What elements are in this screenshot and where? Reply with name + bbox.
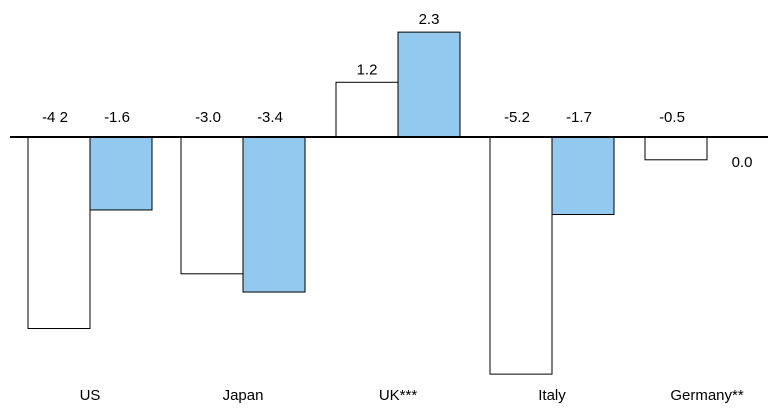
- bar-japan-series-2: [242, 136, 306, 293]
- bar-uk-series-1: [335, 81, 399, 138]
- bar-us-series-2: [89, 136, 153, 211]
- category-label-japan: Japan: [223, 387, 264, 404]
- value-label-us-series-1: -4 2: [42, 109, 68, 126]
- category-label-uk: UK***: [379, 387, 418, 404]
- bar-us-series-1: [27, 136, 91, 330]
- value-label-us-series-2: -1.6: [104, 109, 130, 126]
- bar-germany-series-1: [644, 136, 708, 161]
- bar-italy-series-1: [489, 136, 553, 375]
- bars-layer: [27, 31, 708, 375]
- value-label-uk-series-1: 1.2: [357, 61, 378, 78]
- category-label-italy: Italy: [538, 387, 566, 404]
- bar-italy-series-2: [551, 136, 615, 216]
- value-labels-layer: -4 2 -1.6 -3.0 -3.4 1.2 2.3 -5.2 -1.7 -0.5 0.0: [42, 11, 752, 171]
- value-label-italy-series-2: -1.7: [566, 109, 592, 126]
- value-label-japan-series-2: -3.4: [257, 109, 283, 126]
- category-label-us: US: [80, 387, 101, 404]
- bar-uk-series-2: [397, 31, 461, 138]
- bar-japan-series-1: [180, 136, 244, 275]
- value-label-germany-series-1: -0.5: [659, 109, 685, 126]
- category-label-germany: Germany**: [670, 387, 744, 404]
- category-labels-layer: US Japan UK*** Italy Germany**: [80, 387, 744, 404]
- value-label-germany-series-2: 0.0: [732, 154, 753, 171]
- value-label-uk-series-2: 2.3: [419, 11, 440, 28]
- value-label-italy-series-1: -5.2: [504, 109, 530, 126]
- value-label-japan-series-1: -3.0: [195, 109, 221, 126]
